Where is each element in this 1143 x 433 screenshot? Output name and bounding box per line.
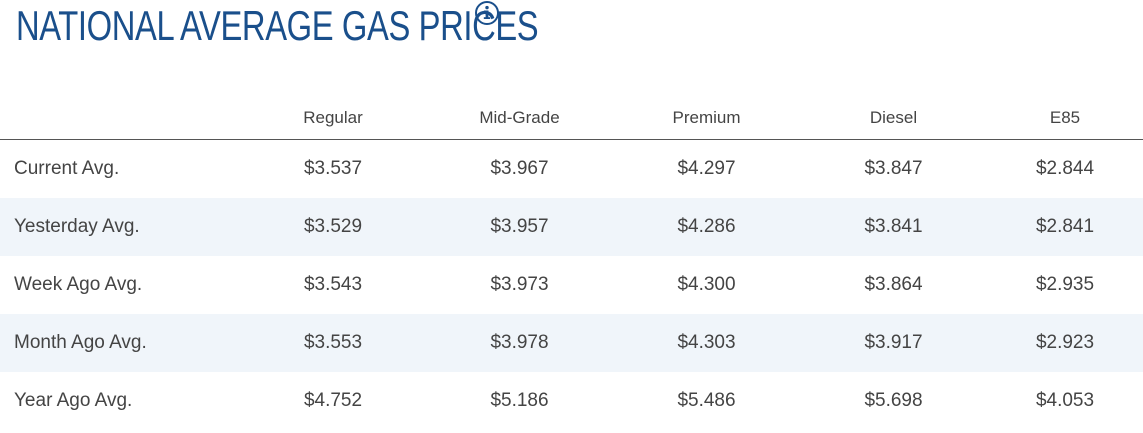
price-cell: $3.917 — [800, 314, 987, 372]
price-cell: $3.847 — [864, 158, 923, 179]
gas-price-table: Regular Mid-Grade Premium Diesel E85 Cur… — [0, 96, 1143, 430]
row-label: Week Ago Avg. — [14, 274, 143, 295]
price-cell: $5.186 — [490, 390, 549, 411]
table-header-row: Regular Mid-Grade Premium Diesel E85 — [0, 96, 1143, 140]
price-cell: $3.978 — [426, 314, 613, 372]
price-cell: $3.553 — [240, 314, 426, 372]
table-row: Week Ago Avg. $3.543 $3.973 $4.300 $3.86… — [0, 256, 1143, 314]
price-cell: $4.286 — [613, 198, 800, 256]
column-header-diesel: Diesel — [800, 96, 987, 140]
price-cell: $3.967 — [490, 158, 549, 179]
column-header-label — [0, 96, 240, 140]
column-header-mid-grade: Mid-Grade — [426, 96, 613, 140]
table-row: Current Avg. $3.537 $3.967 $4.297 $3.847… — [0, 140, 1143, 199]
price-cell: $3.537 — [303, 158, 363, 179]
row-label: Current Avg. — [14, 158, 120, 179]
price-cell: $4.752 — [303, 390, 363, 411]
price-cell: $4.297 — [677, 158, 736, 179]
table-row: Month Ago Avg. $3.553 $3.978 $4.303 $3.9… — [0, 314, 1143, 372]
column-header-regular: Regular — [240, 96, 426, 140]
column-header-e85: E85 — [987, 96, 1143, 140]
price-cell: $3.973 — [490, 274, 549, 295]
price-cell: $5.698 — [864, 390, 923, 411]
price-cell: $3.543 — [303, 274, 363, 295]
column-header-premium: Premium — [613, 96, 800, 140]
price-cell: $2.923 — [987, 314, 1143, 372]
table-row: Yesterday Avg. $3.529 $3.957 $4.286 $3.8… — [0, 198, 1143, 256]
price-cell: $3.841 — [800, 198, 987, 256]
price-cell: $2.841 — [987, 198, 1143, 256]
price-cell: $3.864 — [864, 274, 923, 295]
price-cell: $2.844 — [1035, 158, 1095, 179]
table-row: Year Ago Avg. $4.752 $5.186 $5.486 $5.69… — [0, 372, 1143, 430]
title-area: NATIONAL AVERAGE GAS PRICES — [16, 2, 686, 50]
price-cell: $4.300 — [677, 274, 736, 295]
price-cell: $5.486 — [677, 390, 736, 411]
price-cell: $3.957 — [426, 198, 613, 256]
info-circle-icon[interactable] — [474, 0, 500, 26]
row-label: Year Ago Avg. — [14, 390, 133, 411]
price-cell: $4.303 — [613, 314, 800, 372]
page-title: NATIONAL AVERAGE GAS PRICES — [16, 2, 539, 49]
row-label: Month Ago Avg. — [0, 314, 240, 372]
price-cell: $3.529 — [240, 198, 426, 256]
row-label: Yesterday Avg. — [0, 198, 240, 256]
price-cell: $2.935 — [1035, 274, 1095, 295]
price-cell: $4.053 — [1035, 390, 1095, 411]
